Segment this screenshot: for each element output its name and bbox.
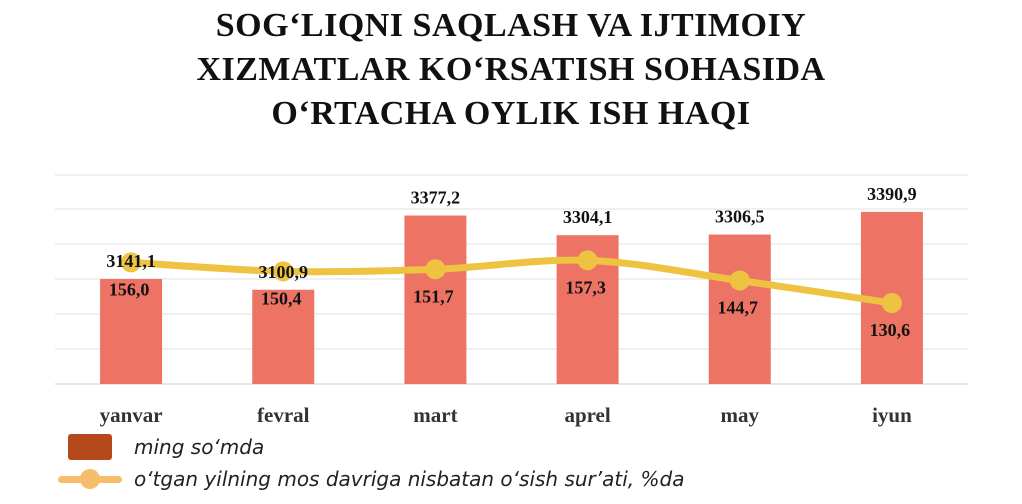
line-value-label: 150,4 [261,288,302,308]
line-value-label: 151,7 [413,286,454,306]
bar-value-label: 3100,9 [259,262,309,282]
gridlines [55,174,968,385]
line-point [577,250,598,271]
bar-value-label: 3306,5 [715,207,765,227]
legend: ming so‘mda o‘tgan yilning mos davriga n… [40,430,1000,504]
bar [252,289,315,384]
line-point [881,293,902,314]
line-value-label: 130,6 [870,320,911,340]
legend-line-swatch [58,464,122,494]
legend-bar-swatch [68,434,112,460]
chart-title: SOG‘LIQNI SAQLASH VA IJTIMOIY XIZMATLAR … [0,4,1022,136]
growth-line [127,256,896,307]
bar-series [100,211,923,384]
line-point [425,259,446,280]
title-line-2: XIZMATLAR KO‘RSATISH SOHASIDA [196,51,826,88]
bar-value-label: 3141,1 [106,251,156,271]
legend-item-bars: ming so‘mda [40,430,264,464]
legend-line-label: o‘tgan yilning mos davriga nisbatan o‘si… [134,467,685,491]
line-value-label: 157,3 [565,277,606,297]
line-point [729,270,750,291]
line-value-label: 156,0 [109,279,150,299]
x-axis-tick-labels: yanvar fevral mart aprel may iyun [100,403,912,427]
bar-value-label: 3390,9 [867,184,917,204]
bar [404,215,467,384]
x-tick-label: yanvar [100,403,163,427]
title-line-1: SOG‘LIQNI SAQLASH VA IJTIMOIY [215,7,807,44]
data-labels: 3141,1 3100,9 3377,2 3304,1 3306,5 3390,9 156,… [106,184,916,340]
bar [100,278,163,384]
title-line-3: O‘RTACHA OYLIK ISH HAQI [271,95,751,132]
x-tick-label: fevral [257,403,310,427]
line-series [121,250,902,314]
legend-item-line: o‘tgan yilning mos davriga nisbatan o‘si… [40,462,684,496]
legend-bar-label: ming so‘mda [134,435,265,459]
x-tick-label: may [721,403,760,427]
bar [708,234,771,384]
x-tick-label: iyun [872,403,912,427]
line-point [121,252,142,273]
bar-value-label: 3377,2 [411,188,461,208]
x-tick-label: aprel [564,403,610,427]
line-point [273,261,294,282]
line-value-label: 144,7 [718,297,759,317]
x-tick-label: mart [413,403,457,427]
bar-value-label: 3304,1 [563,207,613,227]
